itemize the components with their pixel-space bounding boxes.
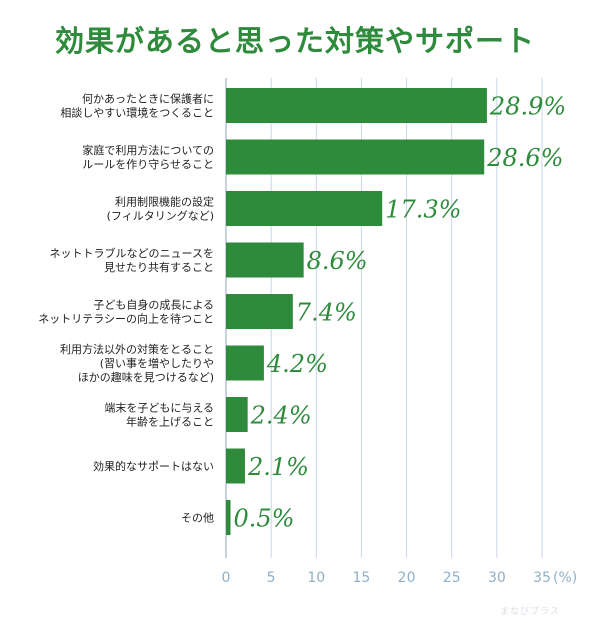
category-label-line: ルールを作り守らせること [82,157,214,171]
value-label-4: 7.4% [296,299,357,327]
bar-2 [226,191,383,226]
bar-7 [226,448,245,484]
x-tick-label-20: 20 [398,570,416,586]
value-label-5: 4.2% [266,350,328,378]
value-label-0: 28.9% [489,93,566,121]
category-label-1: 家庭で利用方法についてのルールを作り守らせること [82,143,214,171]
category-label-line: 相談しやすい環境をつくること [60,106,214,120]
category-label-6: 端末を子どもに与える年齢を上げること [104,401,214,429]
chart-title: 効果があると思った対策やサポート [54,24,535,58]
category-label-line: その他 [181,512,214,525]
bar-5 [226,345,264,381]
x-tick-label-25: 25 [443,570,461,586]
bar-3 [226,242,304,278]
x-tick-label-10: 10 [307,570,325,586]
category-label-5: 利用方法以外の対策をとること(習い事を増やしたりやほかの趣味を見つけるなど) [60,342,214,384]
bar-6 [226,397,248,432]
value-label-7: 2.1% [247,453,309,481]
x-axis-unit: (%) [553,570,577,586]
category-label-line: 利用方法以外の対策をとること [60,342,214,356]
value-label-6: 2.4% [250,402,312,430]
category-label-line: ネットリテラシーの向上を待つこと [38,312,214,326]
x-tick-label-5: 5 [267,570,276,586]
category-label-2: 利用制限機能の設定(フィルタリングなど) [107,195,214,223]
category-label-3: ネットトラブルなどのニュースを見せたり共有すること [50,246,214,274]
x-tick-label-0: 0 [222,570,231,586]
x-tick-label-35: 35 [533,570,551,586]
value-label-2: 17.3% [385,196,461,224]
category-label-line: 年齢を上げること [126,415,214,429]
category-label-4: 子ども自身の成長によるネットリテラシーの向上を待つこと [38,298,214,326]
category-label-line: 何かあったときに保護者に [82,92,214,106]
category-label-line: 利用制限機能の設定 [115,195,214,209]
bar-1 [226,139,485,175]
bar-0 [226,88,487,123]
category-label-8: その他 [181,512,214,525]
watermark: まなびプラス [500,607,560,617]
value-label-3: 8.6% [307,247,368,275]
value-label-8: 0.5% [234,505,295,533]
category-label-line: (フィルタリングなど) [107,209,214,223]
x-tick-label-30: 30 [488,570,506,586]
category-label-line: 見せたり共有すること [104,260,214,274]
value-label-1: 28.6% [486,144,563,172]
category-label-line: 家庭で利用方法についての [82,143,214,157]
category-label-0: 何かあったときに保護者に相談しやすい環境をつくること [60,92,214,120]
category-label-line: 子ども自身の成長による [93,298,214,312]
category-label-line: ネットトラブルなどのニュースを [50,246,214,260]
category-label-7: 効果的なサポートはない [93,459,214,473]
bar-8 [226,500,231,535]
category-label-line: 端末を子どもに与える [104,401,214,415]
bar-4 [226,294,293,329]
category-label-line: ほかの趣味を見つけるなど) [78,370,214,384]
x-tick-label-15: 15 [353,570,371,586]
category-label-line: (習い事を増やしたりや [100,357,214,370]
category-label-line: 効果的なサポートはない [93,459,214,473]
